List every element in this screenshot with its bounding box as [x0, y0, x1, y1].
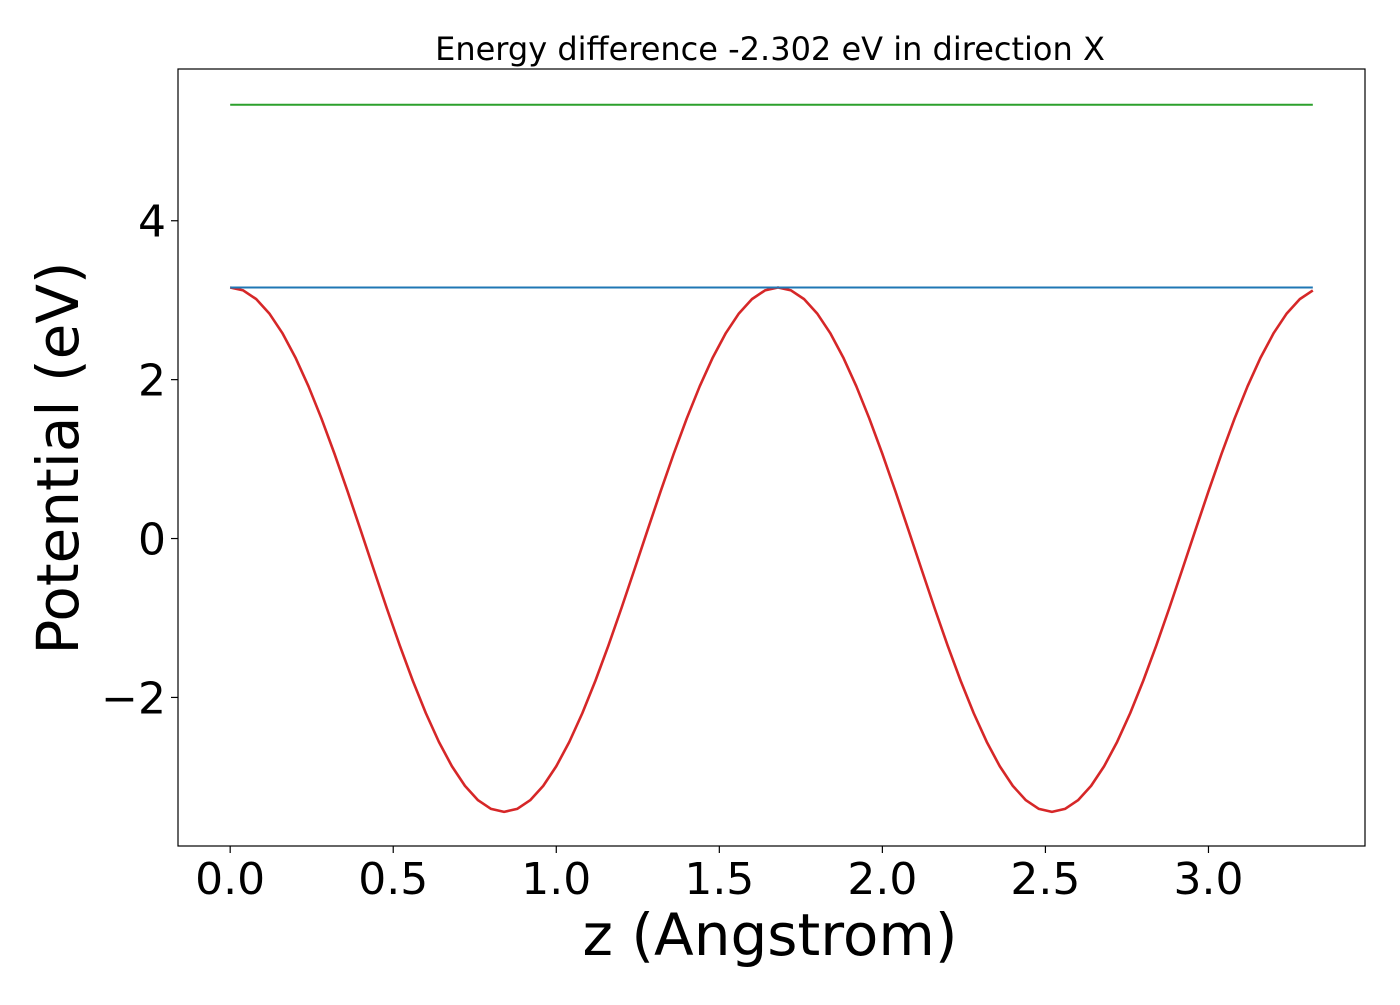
chart-title: Energy difference -2.302 eV in direction…	[435, 30, 1105, 68]
potential-curve	[229, 286, 1314, 814]
x-tick-label: 1.0	[521, 854, 591, 905]
y-tick-label: 0	[138, 515, 166, 566]
x-tick-label: 3.0	[1173, 854, 1243, 905]
x-tick-label: 2.0	[847, 854, 917, 905]
y-tick-label: −2	[101, 673, 166, 724]
x-axis-label: z (Angstrom)	[583, 901, 958, 969]
x-tick-label: 0.5	[358, 854, 428, 905]
y-tick-label: 4	[138, 197, 166, 248]
plot-area	[229, 103, 1314, 814]
x-tick-label: 0.0	[195, 854, 265, 905]
y-axis-label: Potential (eV)	[24, 261, 92, 654]
plot-frame	[177, 68, 1366, 847]
x-tick-label: 1.5	[684, 854, 754, 905]
x-tick-label: 2.5	[1010, 854, 1080, 905]
axis-ticks: 0.0 0.5 1.0 1.5 2.0 2.5 3.0 −2 0 2 4	[101, 197, 1243, 905]
y-tick-label: 2	[138, 356, 166, 407]
